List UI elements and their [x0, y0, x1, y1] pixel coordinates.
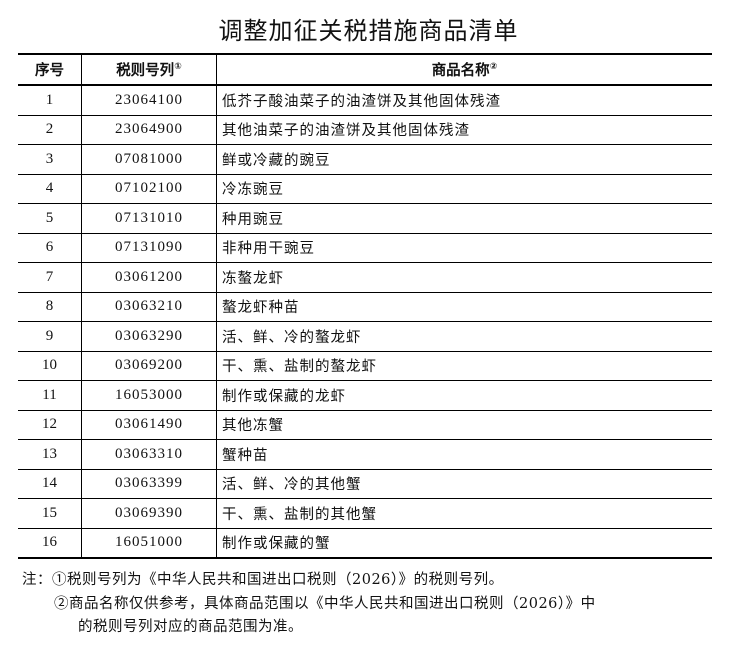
table-row: 15 03069390 干、熏、盐制的其他蟹: [18, 498, 712, 529]
cell-seq: 4: [18, 174, 82, 204]
cell-seq: 12: [18, 410, 82, 440]
cell-code: 03069200: [81, 351, 217, 381]
table-row: 9 03063290 活、鲜、冷的螯龙虾: [18, 321, 712, 352]
cell-name: 干、熏、盐制的螯龙虾: [216, 351, 712, 381]
footnote-2-continued: 的税则号列对应的商品范围为准。: [78, 619, 303, 635]
cell-seq: 15: [18, 498, 82, 529]
footnotes: 注：①税则号列为《中华人民共和国进出口税则（2026）》的税则号列。 ②商品名称…: [22, 569, 596, 640]
table-row: 1 23064100 低芥子酸油菜子的油渣饼及其他固体残渣: [18, 85, 712, 116]
cell-name: 非种用干豌豆: [216, 233, 712, 263]
cell-name: 冷冻豌豆: [216, 174, 712, 204]
table-row: 11 16053000 制作或保藏的龙虾: [18, 380, 712, 411]
footnote-marker-2: ②: [489, 62, 498, 73]
table-row: 12 03061490 其他冻蟹: [18, 410, 712, 440]
cell-name: 种用豌豆: [216, 203, 712, 234]
cell-seq: 11: [18, 380, 82, 411]
table-row: 4 07102100 冷冻豌豆: [18, 174, 712, 204]
header-code-label: 税则号列: [116, 63, 175, 79]
cell-code: 03063210: [81, 292, 217, 322]
cell-seq: 7: [18, 262, 82, 293]
cell-seq: 13: [18, 439, 82, 470]
cell-seq: 14: [18, 469, 82, 499]
cell-code: 07131090: [81, 233, 217, 263]
page-title: 调整加征关税措施商品清单: [218, 17, 519, 45]
header-name: 商品名称②: [216, 54, 712, 86]
cell-code: 03061200: [81, 262, 217, 293]
header-name-label: 商品名称: [431, 63, 490, 79]
cell-code: 03063310: [81, 439, 217, 470]
footnote-marker-1: ①: [174, 62, 182, 73]
table-row: 7 03061200 冻螯龙虾: [18, 262, 712, 293]
cell-name: 制作或保藏的蟹: [216, 528, 712, 559]
cell-name: 冻螯龙虾: [216, 262, 712, 293]
cell-name: 活、鲜、冷的螯龙虾: [216, 321, 712, 352]
cell-name: 其他油菜子的油渣饼及其他固体残渣: [216, 115, 712, 145]
cell-code: 07131010: [81, 203, 217, 234]
cell-code: 03061490: [81, 410, 217, 440]
table-row: 8 03063210 螯龙虾种苗: [18, 292, 712, 322]
cell-name: 活、鲜、冷的其他蟹: [216, 469, 712, 499]
cell-name: 螯龙虾种苗: [216, 292, 712, 322]
table-row: 14 03063399 活、鲜、冷的其他蟹: [18, 469, 712, 499]
cell-code: 07102100: [81, 174, 217, 204]
goods-table: 序号 税则号列① 商品名称② 1 23064100 低芥子酸油菜子的油渣饼及其他固体…: [18, 53, 712, 559]
table-row: 3 07081000 鲜或冷藏的豌豆: [18, 144, 712, 175]
cell-seq: 8: [18, 292, 82, 322]
header-seq: 序号: [18, 54, 82, 86]
cell-seq: 5: [18, 203, 82, 234]
cell-code: 23064100: [81, 85, 217, 116]
cell-code: 23064900: [81, 115, 217, 145]
cell-code: 16051000: [81, 528, 217, 559]
footnote-1: 注：①税则号列为《中华人民共和国进出口税则（2026）》的税则号列。: [22, 572, 504, 588]
header-code: 税则号列①: [81, 54, 217, 86]
cell-seq: 16: [18, 528, 82, 559]
table-row: 5 07131010 种用豌豆: [18, 203, 712, 234]
cell-seq: 3: [18, 144, 82, 175]
cell-seq: 10: [18, 351, 82, 381]
table-row: 16 16051000 制作或保藏的蟹: [18, 528, 712, 559]
cell-code: 03063290: [81, 321, 217, 352]
cell-name: 鲜或冷藏的豌豆: [216, 144, 712, 175]
table-row: 10 03069200 干、熏、盐制的螯龙虾: [18, 351, 712, 381]
cell-seq: 2: [18, 115, 82, 145]
table-header-row: 序号 税则号列① 商品名称②: [18, 54, 712, 86]
table-row: 2 23064900 其他油菜子的油渣饼及其他固体残渣: [18, 115, 712, 145]
cell-seq: 9: [18, 321, 82, 352]
cell-code: 16053000: [81, 380, 217, 411]
footnote-2: ②商品名称仅供参考，具体商品范围以《中华人民共和国进出口税则（2026）》中: [54, 595, 596, 612]
cell-name: 蟹种苗: [216, 439, 712, 470]
cell-seq: 1: [18, 85, 82, 116]
cell-code: 03069390: [81, 498, 217, 529]
cell-name: 其他冻蟹: [216, 410, 712, 440]
cell-code: 07081000: [81, 144, 217, 175]
cell-name: 制作或保藏的龙虾: [216, 380, 712, 411]
cell-seq: 6: [18, 233, 82, 263]
table-row: 13 03063310 蟹种苗: [18, 439, 712, 470]
cell-name: 低芥子酸油菜子的油渣饼及其他固体残渣: [216, 85, 712, 116]
table-row: 6 07131090 非种用干豌豆: [18, 233, 712, 263]
cell-code: 03063399: [81, 469, 217, 499]
cell-name: 干、熏、盐制的其他蟹: [216, 498, 712, 529]
